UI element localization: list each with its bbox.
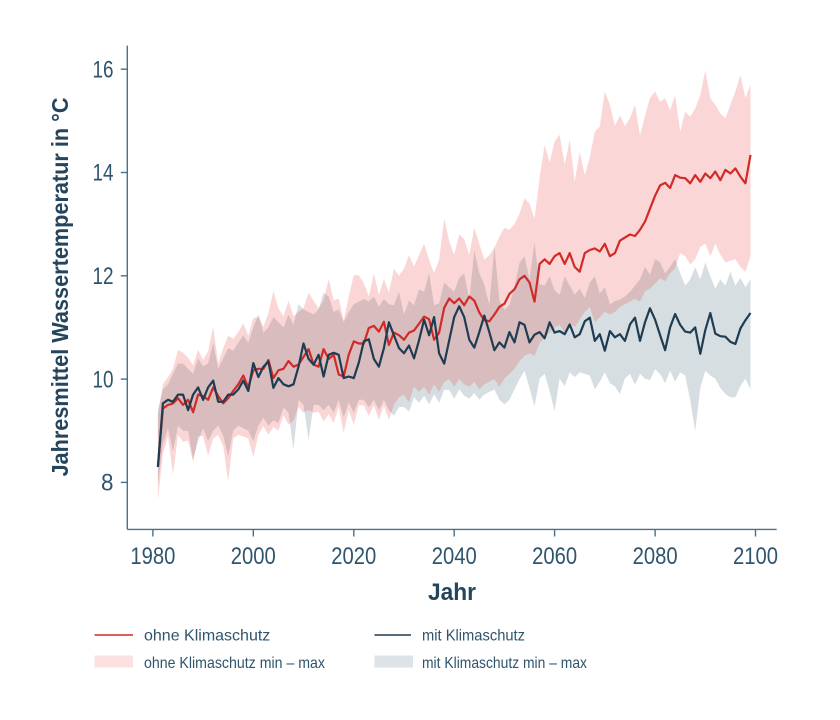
svg-text:16: 16 [93, 56, 114, 83]
svg-text:10: 10 [93, 366, 114, 393]
svg-text:Jahresmittel Wassertemperatur: Jahresmittel Wassertemperatur in °C [47, 98, 73, 477]
svg-text:2040: 2040 [432, 543, 477, 570]
svg-text:12: 12 [93, 263, 114, 290]
svg-text:Jahr: Jahr [428, 579, 476, 606]
svg-text:2020: 2020 [331, 543, 376, 570]
svg-text:2060: 2060 [532, 543, 577, 570]
svg-text:2000: 2000 [231, 543, 276, 570]
svg-text:2100: 2100 [733, 543, 778, 570]
svg-text:2080: 2080 [633, 543, 678, 570]
svg-text:mit Klimaschutz min – max: mit Klimaschutz min – max [422, 655, 587, 672]
svg-text:ohne Klimaschutz: ohne Klimaschutz [144, 628, 270, 645]
svg-text:mit Klimaschutz: mit Klimaschutz [422, 628, 525, 645]
svg-text:14: 14 [93, 160, 114, 187]
svg-text:8: 8 [101, 470, 114, 497]
svg-text:ohne Klimaschutz min – max: ohne Klimaschutz min – max [144, 655, 325, 672]
svg-text:1980: 1980 [130, 543, 175, 570]
